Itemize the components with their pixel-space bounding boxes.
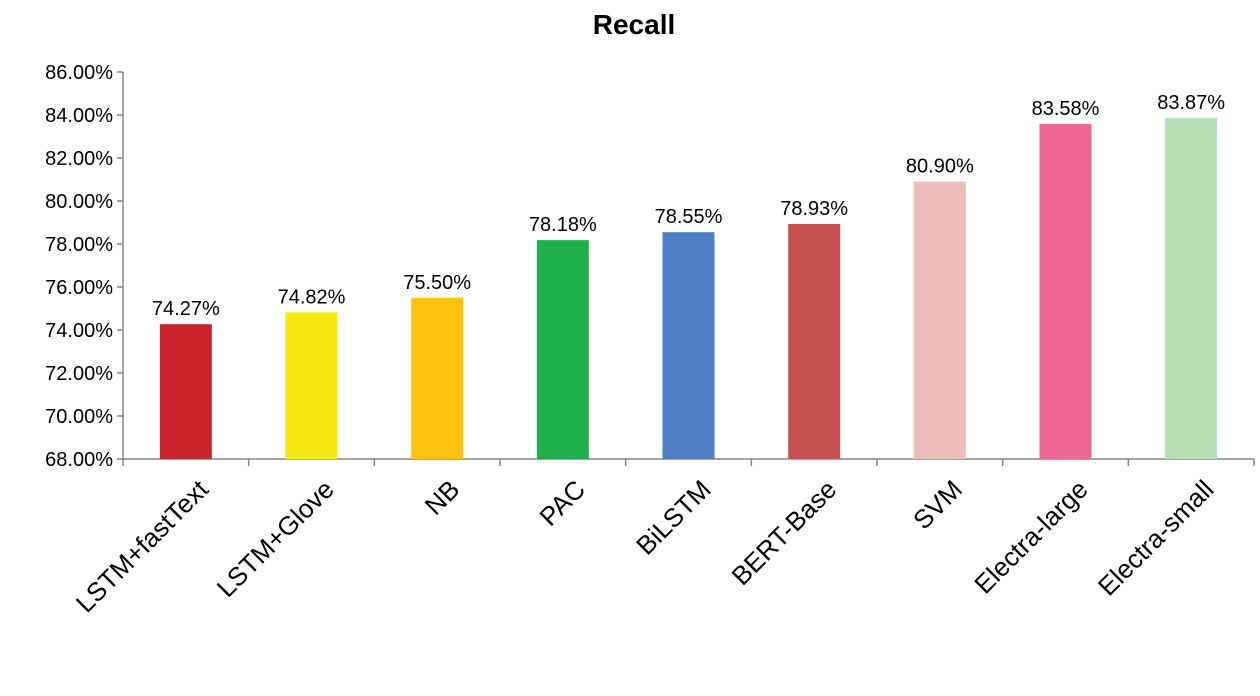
data-label: 83.58% (1032, 98, 1100, 120)
bar-electra-small (1165, 117, 1218, 460)
bar-lstm-fasttext (159, 324, 212, 459)
data-label: 74.27% (152, 298, 220, 320)
y-axis-ticks: 68.00% 70.00% 72.00% 74.00% 76.00% 78.00% 80.0… (45, 62, 123, 471)
y-tick-label: 82.00% (45, 148, 113, 170)
y-tick-label: 76.00% (45, 277, 113, 299)
y-tick-label: 84.00% (45, 105, 113, 127)
data-label: 74.82% (278, 286, 346, 308)
bar-series (159, 117, 1218, 460)
bar-bert-base (788, 224, 841, 459)
x-tick-label: BERT-Base (725, 474, 842, 591)
x-axis-ticks (122, 459, 1255, 466)
bar-electra-large (1039, 124, 1092, 459)
data-label: 78.93% (780, 198, 848, 220)
bar-lstm-glove (285, 312, 338, 459)
bar-bilstm (662, 232, 715, 459)
x-tick-label: BiLSTM (630, 474, 717, 561)
data-labels: 74.27% 74.82% 75.50% 78.18% 78.55% 78.93% 80.9… (152, 92, 1225, 320)
y-tick-label: 74.00% (45, 320, 113, 342)
data-label: 80.90% (906, 156, 974, 178)
x-tick-label: NB (419, 474, 466, 521)
y-tick-label: 86.00% (45, 62, 113, 84)
x-tick-label: PAC (533, 474, 591, 532)
y-tick-label: 78.00% (45, 234, 113, 256)
data-label: 83.87% (1157, 92, 1225, 114)
x-tick-label: LSTM+fastText (70, 473, 215, 618)
y-tick-label: 80.00% (45, 191, 113, 213)
x-tick-label: LSTM+Glove (211, 474, 340, 603)
bar-svm (913, 181, 966, 459)
x-tick-label: Electra-large (968, 474, 1093, 599)
y-tick-label: 68.00% (45, 449, 113, 471)
x-tick-label: SVM (907, 474, 968, 535)
y-tick-label: 70.00% (45, 406, 113, 428)
y-tick-label: 72.00% (45, 363, 113, 385)
x-tick-label: Electra-small (1092, 474, 1219, 601)
data-label: 78.55% (655, 206, 723, 228)
data-label: 78.18% (529, 214, 597, 236)
bar-nb (411, 297, 464, 459)
chart-title: Recall (593, 9, 676, 40)
data-label: 75.50% (403, 272, 471, 294)
bar-pac (536, 240, 589, 459)
